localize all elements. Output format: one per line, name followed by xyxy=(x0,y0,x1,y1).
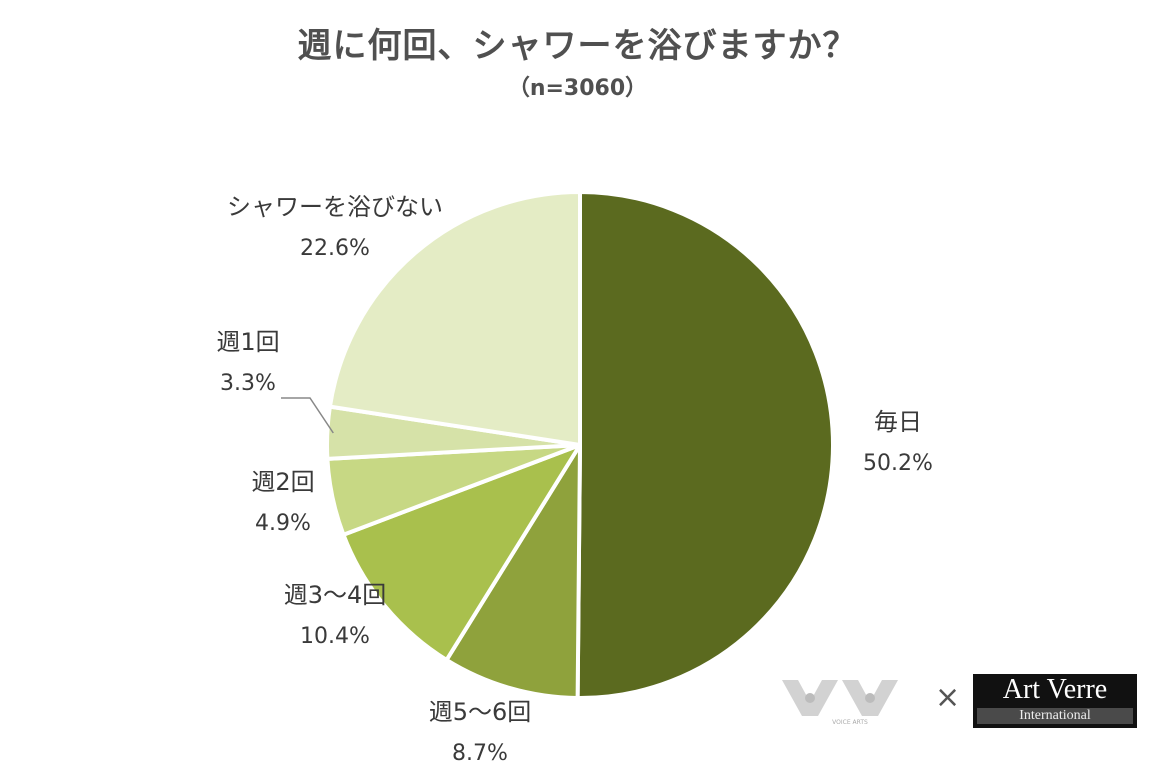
pie-slice xyxy=(341,443,582,662)
slice-value-label: 8.7% xyxy=(452,741,508,766)
pie-slice xyxy=(575,190,835,700)
chart-subtitle: （n=3060） xyxy=(507,76,648,101)
slice-name-label: 週5～6回 xyxy=(429,698,532,726)
leader-line xyxy=(281,397,334,434)
slice-value-label: 4.9% xyxy=(255,511,311,536)
pie-slice xyxy=(327,190,582,447)
art-verre-title: Art Verre xyxy=(1002,674,1108,705)
slice-name-label: シャワーを浴びない xyxy=(227,193,443,221)
pie-slice xyxy=(444,443,582,700)
pie-slices xyxy=(325,190,835,700)
slice-value-label: 3.3% xyxy=(220,371,276,396)
slice-value-label: 50.2% xyxy=(863,451,933,476)
slice-name-label: 週2回 xyxy=(251,468,314,496)
slice-value-label: 22.6% xyxy=(300,236,370,261)
slice-name-label: 毎日 xyxy=(874,408,922,436)
slice-value-label: 10.4% xyxy=(300,624,370,649)
slice-name-label: 週3～4回 xyxy=(284,581,387,609)
chart-title: 週に何回、シャワーを浴びますか？ xyxy=(297,26,858,66)
art-verre-subtitle: International xyxy=(977,708,1133,724)
slice-name-label: 週1回 xyxy=(216,328,279,356)
slice-labels: 毎日 50.2% 週5～6回 8.7% 週3～4回 10.4% 週2回 4.9% 週1回 3.3%… xyxy=(216,193,933,766)
voice-arts-text: VOICE ARTS xyxy=(832,719,868,726)
logo-separator: × xyxy=(935,680,961,715)
voice-arts-logo: VOICE ARTS xyxy=(782,680,898,726)
art-verre-logo: Art Verre International xyxy=(973,674,1137,728)
leader-lines xyxy=(281,397,334,434)
